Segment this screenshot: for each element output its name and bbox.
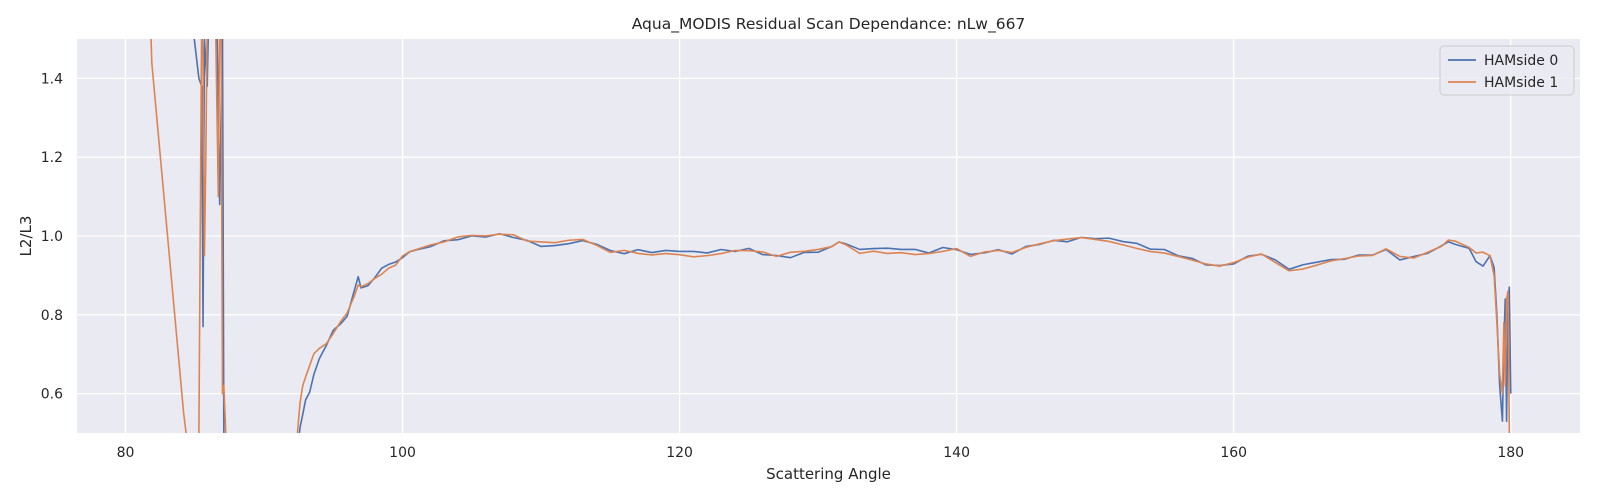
- y-tick-label: 0.6: [41, 387, 63, 403]
- y-tick-label: 1.0: [41, 229, 63, 245]
- legend: HAMside 0 HAMside 1: [1439, 45, 1575, 96]
- x-tick-label: 100: [389, 445, 416, 461]
- series-line-hamside-1: [150, 39, 1511, 433]
- grid-lines: [77, 39, 1580, 433]
- x-axis-label: Scattering Angle: [766, 465, 891, 483]
- series-layer: [150, 39, 1512, 433]
- legend-label: HAMside 0: [1484, 53, 1558, 69]
- x-tick-label: 140: [943, 445, 970, 461]
- x-tick-label: 120: [666, 445, 693, 461]
- legend-label: HAMside 1: [1484, 75, 1558, 91]
- y-tick-label: 1.4: [41, 71, 63, 87]
- x-tick-label: 160: [1220, 445, 1247, 461]
- tick-labels: 80 100 120 140 160 180 0.6 0.8 1.0 1.2 1.4: [41, 71, 1524, 461]
- chart-title: Aqua_MODIS Residual Scan Dependance: nLw…: [632, 15, 1026, 34]
- y-tick-label: 1.2: [41, 150, 63, 166]
- y-tick-label: 0.8: [41, 308, 63, 324]
- x-tick-label: 80: [117, 445, 135, 461]
- x-tick-label: 180: [1497, 445, 1524, 461]
- y-axis-label: L2/L3: [17, 216, 35, 257]
